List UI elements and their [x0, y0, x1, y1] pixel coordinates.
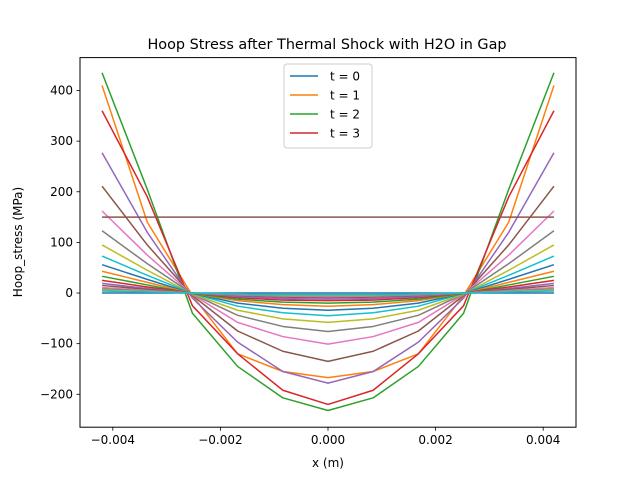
- chart-title: Hoop Stress after Thermal Shock with H2O…: [147, 37, 506, 53]
- legend: t = 0 t = 1 t = 2 t = 3: [283, 63, 373, 149]
- series-line-2: [101, 72, 555, 412]
- legend-box: [283, 63, 373, 149]
- x-tick-label: 0.004: [526, 433, 560, 447]
- series-line-9: [101, 255, 555, 317]
- legend-label: t = 1: [330, 89, 360, 103]
- series-line-11: [101, 270, 555, 307]
- series-line-7: [101, 230, 555, 333]
- x-axis-label: x (m): [312, 456, 344, 470]
- series-line-10: [101, 263, 555, 311]
- x-axis-ticks: −0.004 −0.002 0.000 0.002 0.004: [91, 427, 560, 447]
- y-tick-label: 400: [50, 84, 73, 98]
- legend-label: t = 0: [330, 70, 360, 84]
- y-tick-label: 100: [50, 235, 73, 249]
- x-tick-label: 0.000: [311, 433, 345, 447]
- y-tick-label: 200: [50, 185, 73, 199]
- series-line-5: [101, 185, 555, 363]
- y-axis-label: Hoop_stress (MPa): [11, 187, 25, 297]
- x-tick-label: −0.002: [198, 433, 242, 447]
- y-axis-ticks: −200 −100 0 100 200 300 400: [40, 84, 80, 401]
- legend-label: t = 2: [330, 108, 360, 122]
- x-tick-label: −0.004: [91, 433, 135, 447]
- y-tick-label: 300: [50, 134, 73, 148]
- y-tick-label: 0: [65, 286, 73, 300]
- x-tick-label: 0.002: [418, 433, 452, 447]
- y-tick-label: −100: [40, 337, 73, 351]
- series-line-4: [101, 152, 555, 384]
- legend-label: t = 3: [330, 127, 360, 141]
- series-line-6: [101, 210, 555, 345]
- plot-lines: [101, 72, 555, 412]
- y-tick-label: −200: [40, 387, 73, 401]
- series-line-19: [102, 290, 554, 296]
- series-line-8: [101, 244, 555, 324]
- series-line-3: [101, 110, 555, 406]
